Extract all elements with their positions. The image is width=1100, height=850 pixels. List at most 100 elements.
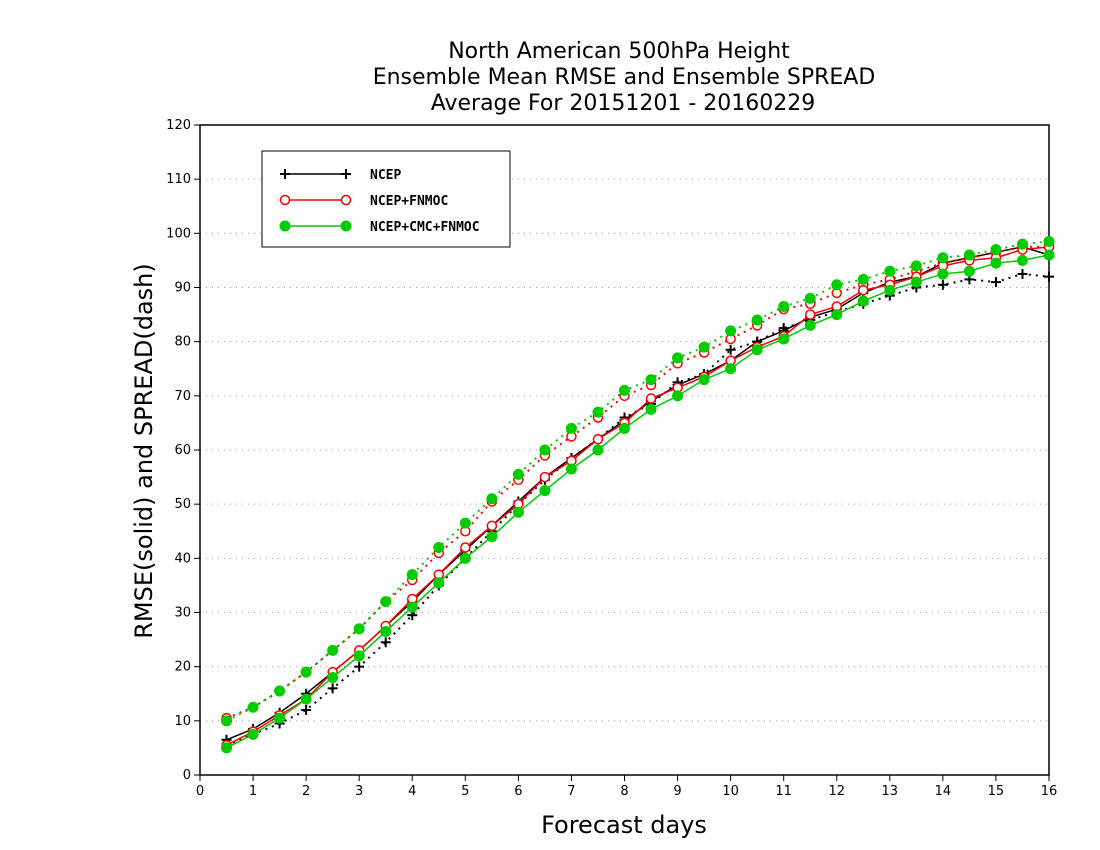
legend-entry-ncep-cmc-fnmoc: NCEP+CMC+FNMOC — [279, 220, 480, 235]
x-tick-label: 15 — [988, 784, 1005, 799]
ncep-fnmoc-rmse-point — [645, 393, 657, 404]
x-tick-label: 14 — [935, 784, 952, 799]
x-tick-label: 2 — [302, 784, 310, 799]
x-tick-label: 1 — [249, 784, 257, 799]
chart-title-line-2: Ensemble Mean RMSE and Ensemble SPREAD — [373, 65, 876, 90]
ncep-cmc-fnmoc-rmse-series — [221, 249, 1055, 754]
x-tick-label: 13 — [882, 784, 899, 799]
ncep-cmc-fnmoc-spread-point — [804, 292, 816, 304]
legend-swatch-marker — [340, 194, 352, 206]
ncep-cmc-fnmoc-spread-point — [300, 666, 312, 678]
ncep-cmc-fnmoc-spread-point — [619, 384, 630, 396]
ncep-spread-line — [226, 272, 1050, 747]
x-tick-label: 16 — [1041, 784, 1058, 799]
x-tick-label: 3 — [355, 784, 363, 799]
y-tick-label: 0 — [183, 768, 191, 783]
y-tick-label: 110 — [166, 172, 191, 187]
ncep-cmc-fnmoc-rmse-point — [433, 577, 445, 589]
ncep-cmc-fnmoc-rmse-point — [963, 265, 975, 277]
legend-swatch-marker — [280, 169, 290, 179]
ncep-cmc-fnmoc-rmse-point — [1016, 254, 1028, 266]
x-tick-label: 10 — [722, 784, 739, 799]
ncep-fnmoc-rmse-point — [539, 471, 551, 483]
x-tick-label: 5 — [461, 784, 469, 799]
ncep-rmse-series — [221, 241, 1054, 745]
ncep-fnmoc-rmse-point — [592, 433, 604, 445]
x-tick-label: 9 — [673, 784, 681, 799]
ncep-cmc-fnmoc-spread-point — [539, 444, 551, 456]
ncep-cmc-fnmoc-rmse-point — [353, 650, 365, 662]
ncep-cmc-fnmoc-rmse-point — [1043, 249, 1055, 261]
ncep-cmc-fnmoc-spread-series — [221, 235, 1055, 727]
ncep-cmc-fnmoc-spread-point — [327, 644, 339, 656]
x-tick-label: 8 — [620, 784, 628, 799]
ncep-cmc-fnmoc-rmse-point — [486, 531, 498, 543]
ncep-cmc-fnmoc-spread-point — [592, 406, 604, 418]
ncep-fnmoc-spread-line — [226, 245, 1049, 720]
ncep-fnmoc-rmse-point — [460, 542, 471, 553]
ncep-cmc-fnmoc-rmse-point — [937, 268, 949, 280]
ncep-spread-point — [354, 661, 365, 672]
y-tick-label: 20 — [174, 660, 191, 675]
ncep-fnmoc-rmse-point — [486, 520, 498, 532]
ncep-cmc-fnmoc-rmse-point — [831, 309, 843, 321]
ncep-cmc-fnmoc-rmse-point — [804, 319, 816, 331]
ncep-cmc-fnmoc-rmse-point — [300, 693, 312, 705]
ncep-cmc-fnmoc-spread-point — [1016, 238, 1028, 250]
y-tick-label: 10 — [174, 714, 191, 729]
x-tick-label: 12 — [828, 784, 845, 799]
ncep-spread-point — [725, 344, 736, 355]
ncep-cmc-fnmoc-spread-point — [857, 273, 869, 285]
legend-label: NCEP+FNMOC — [370, 194, 448, 209]
x-axis-label: Forecast days — [541, 811, 707, 839]
ncep-fnmoc-spread-series — [221, 241, 1055, 724]
y-tick-label: 30 — [174, 606, 191, 621]
ncep-spread-point — [990, 277, 1001, 288]
legend-label: NCEP+CMC+FNMOC — [370, 220, 480, 235]
ncep-cmc-fnmoc-rmse-point — [619, 422, 630, 434]
ncep-spread-point — [937, 279, 948, 290]
legend: NCEP NCEP+FNMOC NCEP+CMC+FNMOC — [261, 150, 511, 248]
ncep-cmc-fnmoc-rmse-point — [990, 257, 1002, 269]
ncep-cmc-fnmoc-rmse-point — [459, 552, 471, 564]
series-layer — [221, 235, 1055, 754]
x-tick-label: 0 — [196, 784, 204, 799]
ncep-cmc-fnmoc-rmse-point — [751, 344, 763, 356]
x-tick-label: 7 — [567, 784, 575, 799]
y-tick-label: 80 — [174, 335, 191, 350]
ncep-cmc-fnmoc-rmse-point — [645, 403, 657, 415]
ncep-cmc-fnmoc-spread-point — [831, 279, 843, 291]
x-tick-label: 11 — [775, 784, 792, 799]
ncep-cmc-fnmoc-rmse-point — [247, 728, 259, 740]
legend-label: NCEP — [370, 168, 401, 183]
ncep-cmc-fnmoc-rmse-point — [910, 276, 922, 288]
ncep-cmc-fnmoc-spread-point — [698, 341, 710, 353]
ncep-cmc-fnmoc-spread-point — [778, 300, 790, 312]
y-tick-label: 90 — [174, 281, 191, 296]
ncep-cmc-fnmoc-spread-point — [990, 244, 1002, 256]
ncep-cmc-fnmoc-spread-point — [221, 715, 233, 727]
y-tick-label: 50 — [174, 497, 191, 512]
ncep-spread-point — [327, 683, 338, 694]
ncep-cmc-fnmoc-rmse-point — [539, 485, 551, 497]
ncep-cmc-fnmoc-spread-point — [672, 352, 684, 364]
legend-swatch-marker — [341, 169, 351, 179]
y-tick-label: 70 — [174, 389, 191, 404]
ncep-fnmoc-rmse-series — [221, 241, 1055, 751]
legend-swatch-marker — [340, 220, 352, 232]
legend-entry-ncep: NCEP — [280, 168, 401, 183]
ncep-cmc-fnmoc-spread-line — [226, 240, 1050, 722]
ncep-spread-point — [301, 705, 312, 715]
ncep-fnmoc-rmse-point — [804, 309, 816, 320]
ncep-fnmoc-rmse-line — [226, 246, 1050, 746]
ncep-cmc-fnmoc-spread-point — [963, 249, 975, 261]
ncep-cmc-fnmoc-spread-point — [512, 468, 524, 480]
ncep-cmc-fnmoc-rmse-point — [725, 363, 737, 375]
ncep-cmc-fnmoc-rmse-point — [592, 444, 604, 456]
ncep-cmc-fnmoc-rmse-point — [698, 374, 710, 386]
ncep-cmc-fnmoc-rmse-point — [380, 625, 392, 637]
ncep-cmc-fnmoc-spread-point — [486, 493, 498, 505]
ncep-cmc-fnmoc-spread-point — [1043, 235, 1055, 247]
ncep-cmc-fnmoc-spread-point — [353, 623, 365, 635]
